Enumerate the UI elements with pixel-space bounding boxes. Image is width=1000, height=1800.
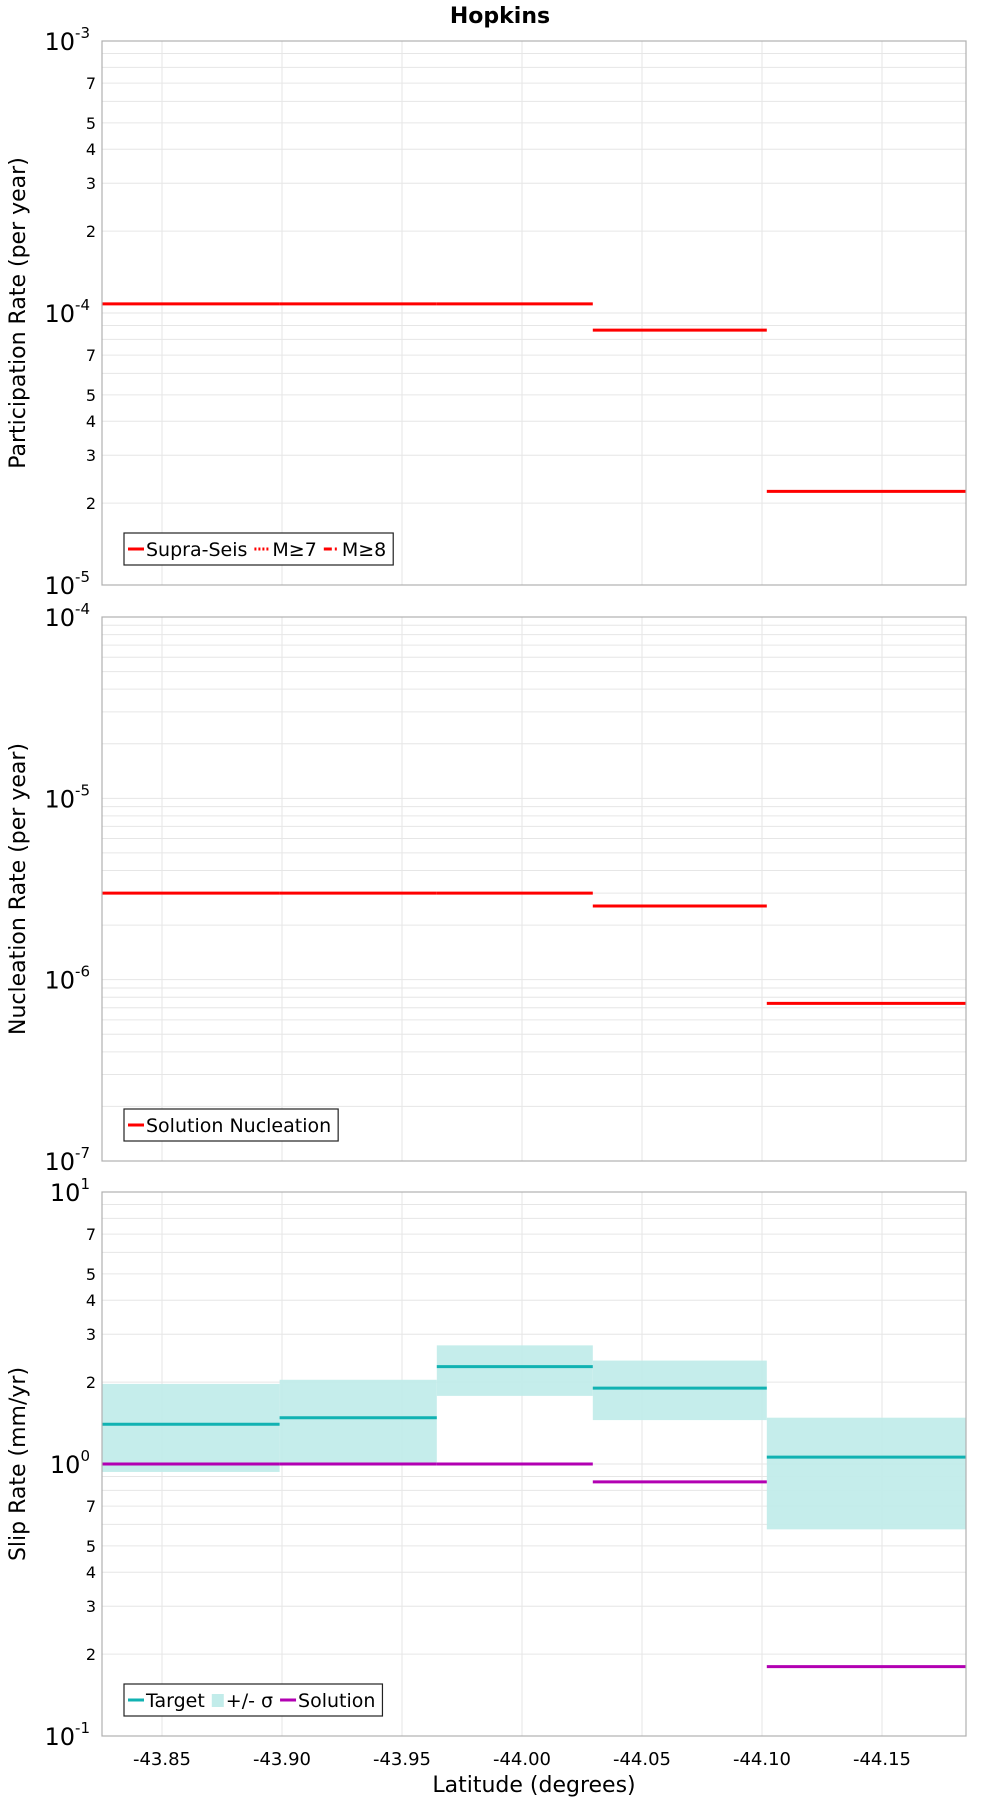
- participation-legend: Supra-Seis M≥7 M≥8: [123, 532, 394, 566]
- slip-plot-frame: [101, 1191, 967, 1737]
- slip-series: [102, 1345, 966, 1669]
- nucleation-legend: Solution Nucleation: [123, 1108, 339, 1142]
- sigma-band: [592, 1360, 767, 1421]
- participation-y-tick-label: 10-5: [44, 568, 90, 600]
- nucleation-y-tick-label: 10-6: [44, 963, 90, 995]
- slip-y-tick-minor-label: 3: [86, 1597, 96, 1616]
- participation-series: [102, 302, 966, 493]
- participation-y-tick-minor-label: 4: [86, 412, 96, 431]
- slip-legend-box: [123, 1683, 384, 1717]
- legend-entry-label: Target: [145, 1690, 205, 1712]
- participation-y-tick-minor-label: 2: [86, 222, 96, 241]
- slip-legend: Target +/- σ Solution: [123, 1683, 384, 1717]
- participation-y-tick-minor-label: 3: [86, 446, 96, 465]
- participation-plot-frame: [101, 40, 967, 586]
- participation-y-tick-minor-label: 7: [86, 74, 96, 93]
- slip-y-ticks: 10-1 2 3 4 5 7 100 2 3 4 5 7 101: [44, 1175, 96, 1751]
- slip-y-tick-minor-label: 4: [86, 1563, 96, 1582]
- nucleation-y-tick-label: 10-7: [44, 1144, 90, 1176]
- nucleation-grid: [102, 617, 966, 1162]
- sigma-band: [279, 1379, 437, 1464]
- slip-y-tick-minor-label: 3: [86, 1325, 96, 1344]
- participation-y-axis-label: Participation Rate (per year): [6, 157, 31, 469]
- slip-rate-panel: 10-1 2 3 4 5 7 100 2 3 4 5 7 101 Slip Rate (mm/yr) Tar…: [6, 1175, 967, 1798]
- participation-y-tick-label: 10-3: [44, 24, 90, 56]
- x-axis-label: Latitude (degrees): [432, 1773, 635, 1798]
- slip-y-tick-label: 101: [50, 1175, 90, 1207]
- legend-entry-label: Solution: [298, 1690, 375, 1712]
- sigma-band: [766, 1417, 966, 1530]
- slip-y-tick-minor-label: 4: [86, 1291, 96, 1310]
- participation-y-tick-minor-label: 4: [86, 140, 96, 159]
- slip-y-tick-label: 100: [50, 1447, 90, 1479]
- x-ticks: -43.85 -43.90 -43.95 -44.00 -44.05 -44.10 -44.…: [133, 1749, 911, 1770]
- chart-title: Hopkins: [450, 4, 550, 29]
- participation-y-tick-minor-label: 7: [86, 346, 96, 365]
- legend-entry-label: Supra-Seis: [146, 539, 247, 561]
- participation-grid: [102, 41, 966, 586]
- slip-y-tick-minor-label: 2: [86, 1645, 96, 1664]
- x-tick-label: -44.15: [853, 1749, 911, 1770]
- nucleation-plot-frame: [101, 616, 967, 1162]
- nucleation-rate-panel: 10-7 10-6 10-5 10-4 Nucleation Rate (per yea…: [6, 600, 967, 1176]
- slip-y-tick-minor-label: 5: [86, 1537, 96, 1556]
- participation-y-ticks: 10-5 2 3 4 5 7 10-4 2 3 4 5 7 10-3: [44, 24, 96, 600]
- legend-entry-label: M≥8: [342, 539, 386, 561]
- sigma-band: [436, 1345, 593, 1396]
- slip-y-tick-minor-label: 7: [86, 1225, 96, 1244]
- slip-y-tick-label: 10-1: [44, 1719, 90, 1751]
- slip-y-tick-minor-label: 7: [86, 1497, 96, 1516]
- x-tick-label: -44.05: [613, 1749, 671, 1770]
- x-tick-label: -43.90: [253, 1749, 311, 1770]
- slip-grid: [102, 1192, 966, 1737]
- slip-y-tick-minor-label: 2: [86, 1373, 96, 1392]
- nucleation-y-tick-label: 10-4: [44, 600, 90, 632]
- participation-y-tick-label: 10-4: [44, 296, 90, 328]
- nucleation-y-axis-label: Nucleation Rate (per year): [6, 743, 31, 1035]
- nucleation-y-tick-label: 10-5: [44, 781, 90, 813]
- legend-swatch-band: [211, 1694, 224, 1707]
- slip-y-tick-minor-label: 5: [86, 1265, 96, 1284]
- sigma-band: [102, 1383, 280, 1472]
- nucleation-series: [102, 891, 966, 1005]
- participation-rate-panel: 10-5 2 3 4 5 7 10-4 2 3 4 5 7 10-3 Participation Rate…: [6, 24, 967, 600]
- legend-entry-label: M≥7: [272, 539, 316, 561]
- legend-entry-label: +/- σ: [226, 1690, 273, 1712]
- x-tick-label: -44.10: [733, 1749, 791, 1770]
- nucleation-plot-area: [102, 617, 966, 1161]
- participation-y-tick-minor-label: 5: [86, 386, 96, 405]
- participation-y-tick-minor-label: 3: [86, 174, 96, 193]
- participation-y-tick-minor-label: 5: [86, 114, 96, 133]
- nucleation-legend-box: [123, 1108, 339, 1142]
- nucleation-y-ticks: 10-7 10-6 10-5 10-4: [44, 600, 90, 1176]
- slip-y-axis-label: Slip Rate (mm/yr): [6, 1367, 31, 1561]
- x-tick-label: -43.85: [133, 1749, 191, 1770]
- participation-y-tick-minor-label: 2: [86, 494, 96, 513]
- x-tick-label: -43.95: [373, 1749, 431, 1770]
- legend-entry-label: Solution Nucleation: [146, 1115, 331, 1137]
- x-tick-label: -44.00: [493, 1749, 551, 1770]
